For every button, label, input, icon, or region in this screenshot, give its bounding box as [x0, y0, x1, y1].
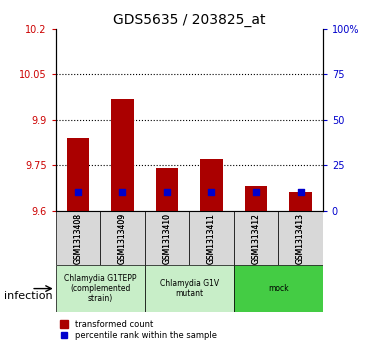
- Point: [253, 189, 259, 195]
- FancyBboxPatch shape: [189, 211, 234, 265]
- FancyBboxPatch shape: [100, 211, 145, 265]
- FancyBboxPatch shape: [56, 265, 145, 312]
- Bar: [200, 159, 223, 211]
- Text: GSM1313408: GSM1313408: [73, 213, 82, 264]
- Text: GSM1313410: GSM1313410: [162, 213, 171, 264]
- Point: [164, 189, 170, 195]
- FancyBboxPatch shape: [145, 265, 234, 312]
- Text: GSM1313411: GSM1313411: [207, 213, 216, 264]
- Text: GSM1313409: GSM1313409: [118, 213, 127, 264]
- Text: GSM1313413: GSM1313413: [296, 213, 305, 264]
- Point: [75, 189, 81, 195]
- Text: Chlamydia G1V
mutant: Chlamydia G1V mutant: [160, 279, 219, 298]
- Legend: transformed count, percentile rank within the sample: transformed count, percentile rank withi…: [60, 320, 217, 340]
- Point: [298, 189, 303, 195]
- Bar: [245, 186, 267, 211]
- Text: GSM1313412: GSM1313412: [252, 213, 260, 264]
- Text: GSM1313412: GSM1313412: [252, 213, 260, 264]
- Bar: [156, 168, 178, 211]
- Text: GSM1313413: GSM1313413: [296, 213, 305, 264]
- Point: [209, 189, 214, 195]
- Text: GSM1313410: GSM1313410: [162, 213, 171, 264]
- FancyBboxPatch shape: [145, 211, 189, 265]
- Title: GDS5635 / 203825_at: GDS5635 / 203825_at: [113, 13, 266, 26]
- Bar: [111, 99, 134, 211]
- FancyBboxPatch shape: [234, 265, 323, 312]
- FancyBboxPatch shape: [278, 211, 323, 265]
- Bar: [289, 192, 312, 211]
- Text: GSM1313411: GSM1313411: [207, 213, 216, 264]
- Bar: [67, 138, 89, 211]
- FancyBboxPatch shape: [56, 211, 100, 265]
- Point: [119, 189, 125, 195]
- Text: GSM1313408: GSM1313408: [73, 213, 82, 264]
- Text: Chlamydia G1TEPP
(complemented
strain): Chlamydia G1TEPP (complemented strain): [64, 274, 137, 303]
- Text: infection: infection: [4, 291, 52, 301]
- Text: mock: mock: [268, 284, 289, 293]
- Text: GSM1313409: GSM1313409: [118, 213, 127, 264]
- FancyBboxPatch shape: [234, 211, 278, 265]
